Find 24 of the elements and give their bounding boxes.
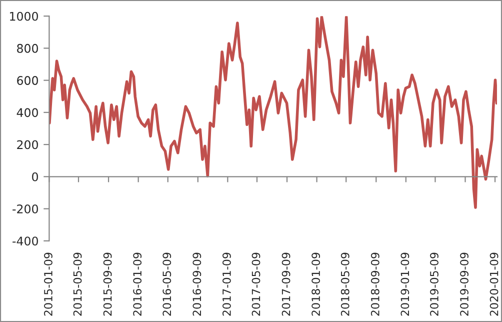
x-tick-label: 2017-05-09 bbox=[252, 252, 260, 316]
y-tick-label: -400 bbox=[12, 236, 38, 246]
x-tick-label: 2016-09-09 bbox=[192, 252, 202, 316]
y-tick-label: 1000 bbox=[10, 12, 38, 21]
x-tick-label: 2019-09-09 bbox=[460, 252, 468, 316]
x-tick-label: 2015-09-09 bbox=[103, 252, 112, 316]
x-tick-label: 2018-05-09 bbox=[340, 252, 350, 316]
y-tick-label: -200 bbox=[12, 204, 38, 214]
y-tick-label: 0 bbox=[32, 172, 38, 182]
x-tick-label: 2017-01-09 bbox=[222, 252, 231, 316]
x-tick-label: 2019-05-09 bbox=[430, 252, 438, 316]
y-tick-label: 400 bbox=[16, 108, 38, 118]
x-tick-label: 2018-01-09 bbox=[312, 252, 320, 316]
x-tick-label: 2015-05-09 bbox=[73, 252, 82, 316]
x-tick-label: 2015-01-09 bbox=[44, 252, 52, 316]
x-tick-label: 2019-01-09 bbox=[400, 252, 410, 316]
y-tick-label: 200 bbox=[17, 140, 38, 150]
x-tick-label: 2017-09-09 bbox=[282, 252, 290, 316]
x-tick-label: 2016-05-09 bbox=[162, 252, 172, 316]
y-tick-label: 600 bbox=[17, 76, 38, 85]
x-tick-label: 2018-09-09 bbox=[370, 252, 380, 316]
y-tick-label: 800 bbox=[17, 44, 38, 53]
x-tick-label: 2020-01-09 bbox=[490, 252, 498, 316]
x-tick-label: 2016-01-09 bbox=[133, 252, 142, 316]
